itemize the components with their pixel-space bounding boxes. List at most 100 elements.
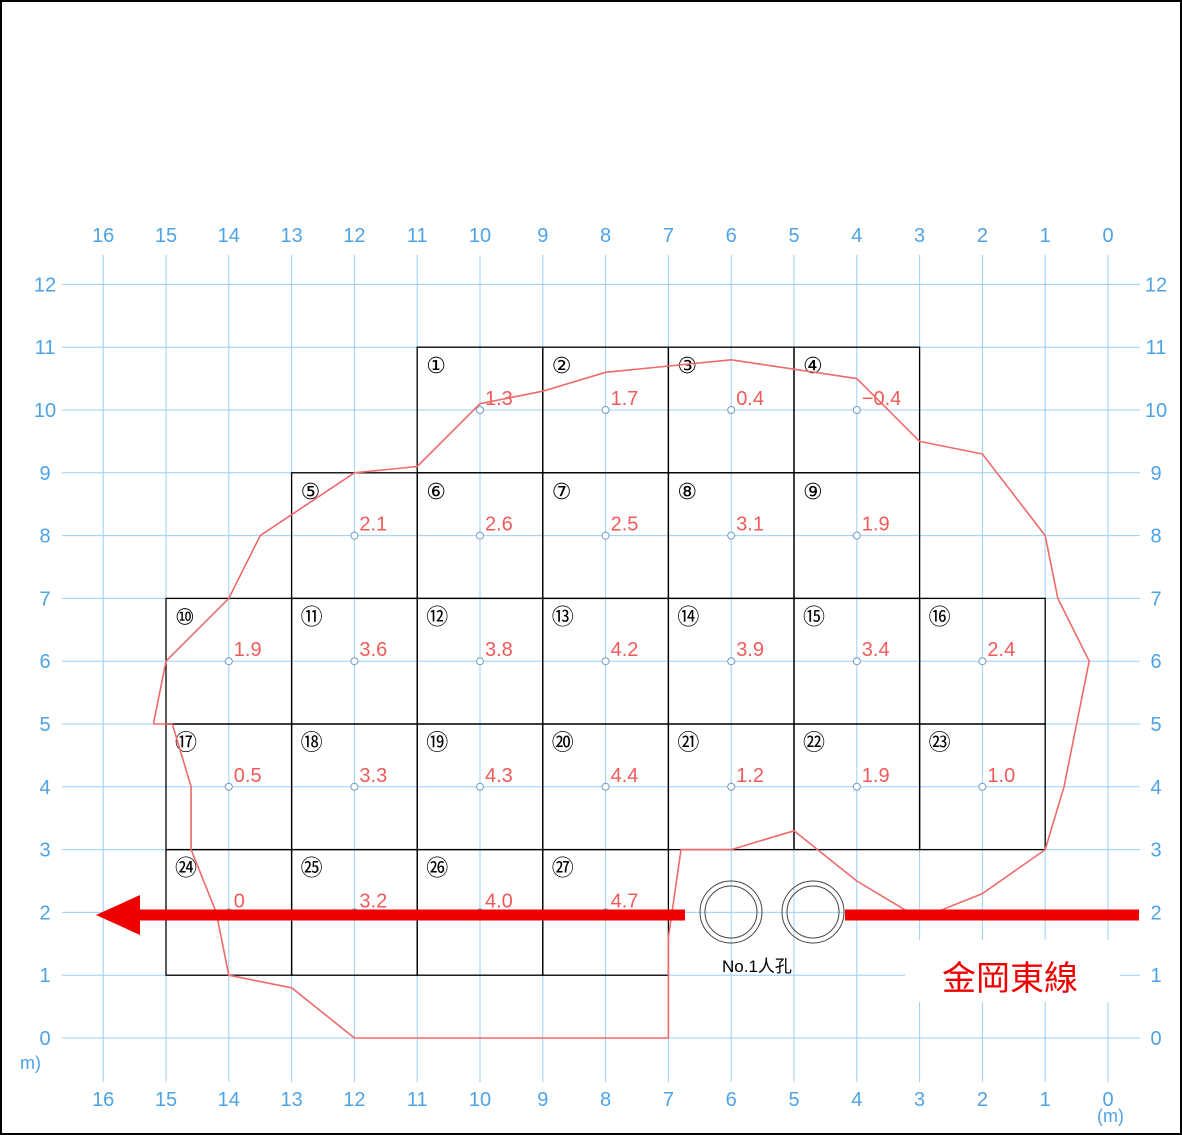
- cell-number: ⑲: [426, 731, 448, 756]
- survey-point-icon: [727, 406, 736, 414]
- survey-point-icon: [852, 782, 861, 791]
- tick-label-background: [1142, 775, 1170, 800]
- tick-label-background: [31, 524, 59, 549]
- tick-label-background: [591, 224, 620, 248]
- tick-label-background: [1142, 713, 1170, 737]
- cell-value: 3.4: [862, 639, 890, 661]
- y-tick-label-right: 1: [1150, 965, 1161, 987]
- survey-point-icon: [601, 782, 610, 791]
- x-tick-label-top: 2: [977, 225, 988, 247]
- survey-point-icon: [350, 531, 359, 540]
- tick-label-background: [152, 224, 180, 248]
- survey-point-icon: [852, 531, 861, 540]
- cell-number: ⑩: [175, 605, 195, 630]
- cell-number: ㉗: [552, 857, 574, 882]
- tick-label-background: [31, 1027, 59, 1051]
- cell-value: 1.7: [611, 388, 639, 410]
- x-tick-label-bottom: 14: [218, 1089, 240, 1111]
- x-tick-label-top: 5: [788, 225, 799, 247]
- tick-label-background: [340, 1088, 369, 1112]
- tick-label-background: [1142, 461, 1170, 486]
- cell-value: 3.8: [485, 639, 513, 661]
- tick-label-background: [1142, 1027, 1170, 1051]
- tick-label-background: [31, 273, 59, 298]
- manhole-left-inner-icon: [704, 885, 758, 939]
- cell-number: ①: [426, 354, 446, 379]
- cell-number: ㉒: [803, 731, 825, 756]
- cell-value: 4.4: [611, 765, 639, 787]
- survey-point-icon: [224, 782, 233, 791]
- cell-number: ⑪: [301, 605, 323, 630]
- tick-label-background: [152, 1088, 180, 1112]
- x-tick-label-top: 7: [663, 225, 674, 247]
- survey-point-icon: [350, 782, 359, 791]
- cell-value: 3.6: [359, 639, 387, 661]
- tick-label-background: [89, 1088, 118, 1112]
- tick-label-background: [1142, 273, 1170, 298]
- survey-point-icon: [601, 531, 610, 540]
- y-tick-label-left: 3: [39, 840, 50, 862]
- x-tick-label-bottom: 8: [600, 1089, 611, 1111]
- unit-label-right: (m): [1097, 1106, 1124, 1126]
- tick-label-background: [214, 1088, 243, 1112]
- x-tick-label-bottom: 0: [1102, 1089, 1113, 1111]
- cell-number: ③: [677, 354, 697, 379]
- tick-label-background: [905, 1088, 934, 1112]
- cell-number: ⑦: [552, 480, 572, 505]
- x-tick-label-top: 10: [469, 225, 491, 247]
- cell-value: 1.9: [234, 639, 262, 661]
- y-tick-label-right: 7: [1150, 588, 1161, 610]
- cell-value: 1.9: [862, 765, 890, 787]
- tick-label-background: [466, 224, 494, 248]
- x-tick-label-bottom: 10: [469, 1089, 491, 1111]
- tick-label-background: [1142, 901, 1170, 926]
- tick-label-background: [968, 224, 997, 248]
- cell-value: −0.4: [862, 388, 901, 410]
- tick-label-background: [654, 224, 683, 248]
- x-tick-label-top: 8: [600, 225, 611, 247]
- cell-value: 2.4: [987, 639, 1015, 661]
- tick-label-background: [466, 1088, 494, 1112]
- cell-number: ⑯: [929, 605, 951, 630]
- survey-cell: ㉗ 4.7: [542, 848, 670, 976]
- tick-label-background: [31, 838, 59, 863]
- x-tick-label-top: 13: [280, 225, 302, 247]
- y-tick-label-right: 11: [1146, 337, 1167, 359]
- cell-value: 3.1: [736, 514, 764, 536]
- tick-label-background: [842, 224, 871, 248]
- survey-point-icon: [476, 657, 484, 666]
- x-tick-label-bottom: 15: [155, 1089, 177, 1111]
- y-tick-label-left: 4: [39, 777, 50, 799]
- tick-label-background: [1031, 224, 1060, 248]
- tick-label-background: [528, 224, 557, 248]
- cell-value: 2.5: [611, 514, 639, 536]
- cell-number: ⑭: [677, 605, 699, 630]
- y-tick-label-right: 2: [1150, 902, 1161, 924]
- x-tick-label-bottom: 4: [851, 1089, 862, 1111]
- y-tick-label-left: 6: [39, 651, 50, 673]
- y-tick-label-right: 6: [1150, 651, 1161, 673]
- tick-label-background: [31, 775, 59, 800]
- manhole-right-outer-icon: [781, 880, 845, 944]
- y-tick-label-right: 12: [1145, 274, 1167, 296]
- y-tick-label-right: 8: [1150, 526, 1161, 548]
- unit-label-left: m): [20, 1053, 41, 1073]
- cell-value: 2.6: [485, 514, 513, 536]
- cell-value: 4.0: [485, 890, 513, 912]
- tick-label-background: [1142, 964, 1170, 989]
- tick-label-background: [31, 587, 59, 612]
- cell-value: 4.2: [611, 639, 639, 661]
- x-tick-label-top: 12: [343, 225, 365, 247]
- survey-point-icon: [476, 531, 484, 540]
- survey-point-icon: [224, 657, 233, 666]
- manhole-label: No.1人孔: [722, 957, 792, 976]
- cell-value: 4.7: [611, 890, 639, 912]
- x-tick-label-top: 3: [914, 225, 925, 247]
- x-tick-label-bottom: 1: [1040, 1089, 1051, 1111]
- cell-value: 2.1: [359, 514, 387, 536]
- tick-label-background: [842, 1088, 871, 1112]
- y-tick-label-right: 0: [1150, 1028, 1161, 1050]
- tick-label-background: [717, 224, 746, 248]
- tick-label-background: [340, 224, 369, 248]
